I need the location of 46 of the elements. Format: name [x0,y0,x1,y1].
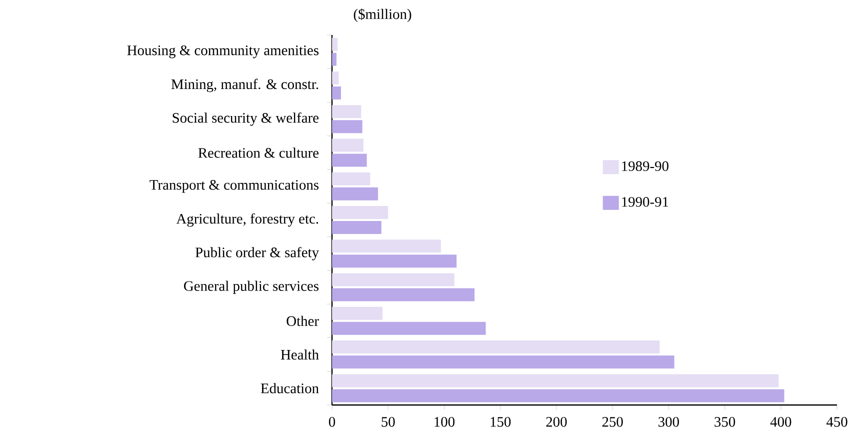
y-tick-label: Other [286,316,319,326]
bar [332,52,336,66]
bar [332,288,475,302]
bar [332,38,338,51]
x-tick-label: 400 [770,416,792,427]
y-tick-label: Transport & communications [150,180,319,193]
x-tick-label: 350 [714,416,736,427]
bar [332,120,362,134]
bar [332,273,454,286]
bar [332,240,441,253]
bar [332,71,339,84]
bar [332,374,779,388]
x-tick-label: 50 [382,416,395,427]
bar [332,105,362,118]
x-tick-label: 200 [546,416,567,427]
x-tick-label: 150 [490,416,511,427]
bar [332,86,341,100]
bar [332,187,378,200]
x-tick-label: 100 [434,416,455,427]
bar [332,356,674,369]
y-tick-label: Social security & welfare [172,112,319,126]
legend-label: 1989-90 [622,161,668,172]
x-tick-label: 450 [826,416,848,427]
x-tick-label: 300 [658,416,679,427]
bar [332,389,784,402]
y-tick-label: Housing & community amenities [127,45,319,58]
x-tick-label: 0 [328,416,336,427]
bar [332,221,382,234]
bar [332,254,457,268]
y-tick-label: Education [260,383,319,394]
y-tick-label: Public order & safety [195,246,319,260]
bar [332,172,370,186]
bar [332,340,660,354]
bar [332,206,388,220]
y-tick-label: Agriculture, forestry etc. [176,213,318,227]
legend-label: 1990-91 [622,197,668,207]
bar [332,322,486,335]
y-tick-label: Health [280,349,319,360]
y-tick-label: Recreation & culture [198,148,319,158]
y-tick-label: General public services [184,280,319,294]
x-tick-label: 250 [602,416,623,427]
bar [332,154,367,167]
chart-title: ($million) [354,8,412,22]
y-tick-label: Mining, manuf. & constr. [171,78,318,92]
bar [332,138,364,152]
bar [332,306,383,320]
